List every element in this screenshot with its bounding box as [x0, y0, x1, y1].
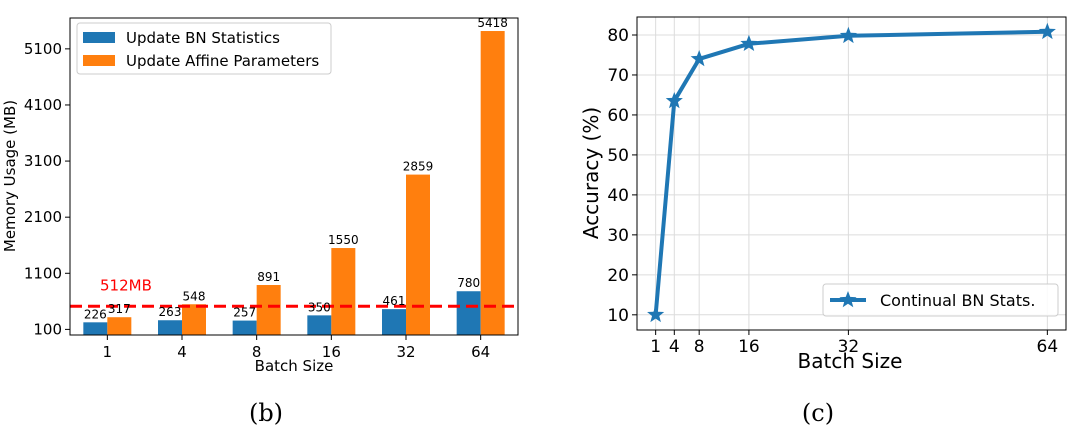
legend-swatch-affine-parameters — [83, 55, 115, 66]
data-label: 317 — [108, 302, 131, 316]
bar-chart: 512MB 226 263 257 350 461 780 317 548 891 1550 285… — [1, 16, 519, 427]
bar-affine-parameters-1 — [107, 317, 132, 335]
x-tick-label: 4 — [177, 343, 187, 361]
data-label: 350 — [308, 300, 331, 314]
data-point-star — [839, 26, 857, 44]
bar-affine-parameters-32 — [406, 174, 430, 335]
x-tick-label: 4 — [669, 337, 680, 357]
y-tick-label: 1100 — [24, 264, 62, 282]
y-tick-label: 3100 — [24, 152, 62, 170]
bar-bn-statistics-4 — [158, 320, 182, 335]
legend-star-marker — [839, 291, 857, 308]
x-tick-label: 1 — [103, 343, 113, 361]
data-label: 5418 — [477, 16, 508, 30]
line-chart: 10 20 30 40 50 60 70 80 1 4 8 16 32 64 Batch Size Ac… — [579, 16, 1067, 427]
data-label: 1550 — [328, 233, 359, 247]
data-label: 263 — [159, 305, 182, 319]
x-tick-label: 16 — [738, 337, 760, 357]
bar-bn-statistics-16 — [307, 315, 332, 335]
x-axis-ticks: 1 4 8 16 32 64 — [650, 330, 1058, 357]
y-tick-label: 4100 — [24, 96, 62, 114]
legend: Continual BN Stats. — [822, 283, 1059, 317]
caption-b: (b) — [249, 399, 283, 427]
y-tick-label: 100 — [33, 320, 62, 338]
y-axis-ticks: 100 1100 2100 3100 4100 5100 — [24, 40, 70, 338]
x-axis-ticks: 1 4 8 16 32 64 — [103, 335, 490, 361]
bar-bn-statistics-1 — [83, 322, 108, 335]
x-axis-label: Batch Size — [798, 349, 903, 373]
data-point-star — [647, 305, 665, 323]
bar-bn-statistics-8 — [232, 320, 257, 335]
data-point-star — [1038, 22, 1056, 40]
y-tick-label: 5100 — [24, 40, 62, 58]
x-tick-label: 32 — [838, 337, 860, 357]
legend-label-bn-statistics: Update BN Statistics — [126, 29, 280, 47]
x-axis-label: Batch Size — [255, 357, 334, 375]
y-tick-label: 40 — [607, 186, 629, 206]
data-point-star — [740, 34, 758, 52]
y-tick-label: 30 — [607, 226, 629, 246]
data-label-group: 226 263 257 350 461 780 317 548 891 1550 2859 5418 — [84, 16, 508, 321]
legend: Update BN Statistics Update Affine Param… — [76, 22, 332, 75]
y-tick-label: 2100 — [24, 208, 62, 226]
series-line-group — [647, 22, 1056, 323]
bar-affine-parameters-8 — [256, 285, 281, 335]
data-point-star — [665, 91, 683, 109]
reference-line-label: 512MB — [100, 276, 152, 294]
data-label: 780 — [457, 276, 480, 290]
bar-affine-parameters-64 — [480, 31, 505, 336]
y-tick-label: 60 — [607, 106, 629, 126]
bar-affine-parameters-16 — [331, 248, 356, 335]
y-tick-label: 80 — [607, 26, 629, 46]
legend-label-continual-bn-stats: Continual BN Stats. — [880, 291, 1035, 310]
legend-box — [822, 283, 1059, 317]
data-label: 226 — [84, 307, 107, 321]
x-tick-label: 64 — [1037, 337, 1059, 357]
y-tick-label: 50 — [607, 146, 629, 166]
x-tick-label: 8 — [252, 343, 262, 361]
plot-frame — [636, 16, 1067, 331]
bar-bn-statistics-32 — [382, 309, 406, 335]
caption-c: (c) — [802, 399, 834, 427]
x-tick-label: 64 — [471, 343, 490, 361]
bar-affine-parameters-4 — [182, 304, 206, 335]
x-tick-label: 32 — [396, 343, 415, 361]
data-label: 548 — [183, 289, 206, 303]
data-label: 461 — [383, 294, 406, 308]
reference-line-group: 512MB — [70, 276, 518, 308]
legend-label-affine-parameters: Update Affine Parameters — [126, 52, 319, 70]
grid-lines — [637, 17, 1066, 330]
y-axis-ticks: 10 20 30 40 50 60 70 80 — [607, 26, 637, 326]
data-label: 2859 — [403, 160, 434, 174]
bar-bn-statistics-64 — [456, 291, 481, 335]
y-axis-label: Memory Usage (MB) — [1, 100, 19, 252]
series-line-continual-bn-stats — [653, 29, 1048, 315]
bar-group — [83, 31, 505, 336]
y-tick-label: 70 — [607, 66, 629, 86]
plot-frame — [69, 17, 519, 336]
x-tick-label: 8 — [694, 337, 705, 357]
y-axis-label: Accuracy (%) — [579, 107, 603, 239]
x-tick-label: 1 — [650, 337, 661, 357]
y-tick-label: 20 — [607, 266, 629, 286]
data-point-star — [690, 49, 708, 67]
y-tick-label: 10 — [607, 306, 629, 326]
x-tick-label: 16 — [322, 343, 341, 361]
data-label: 891 — [257, 270, 280, 284]
legend-swatch-bn-statistics — [83, 32, 115, 43]
data-label: 257 — [233, 306, 256, 320]
legend-box — [76, 22, 332, 75]
